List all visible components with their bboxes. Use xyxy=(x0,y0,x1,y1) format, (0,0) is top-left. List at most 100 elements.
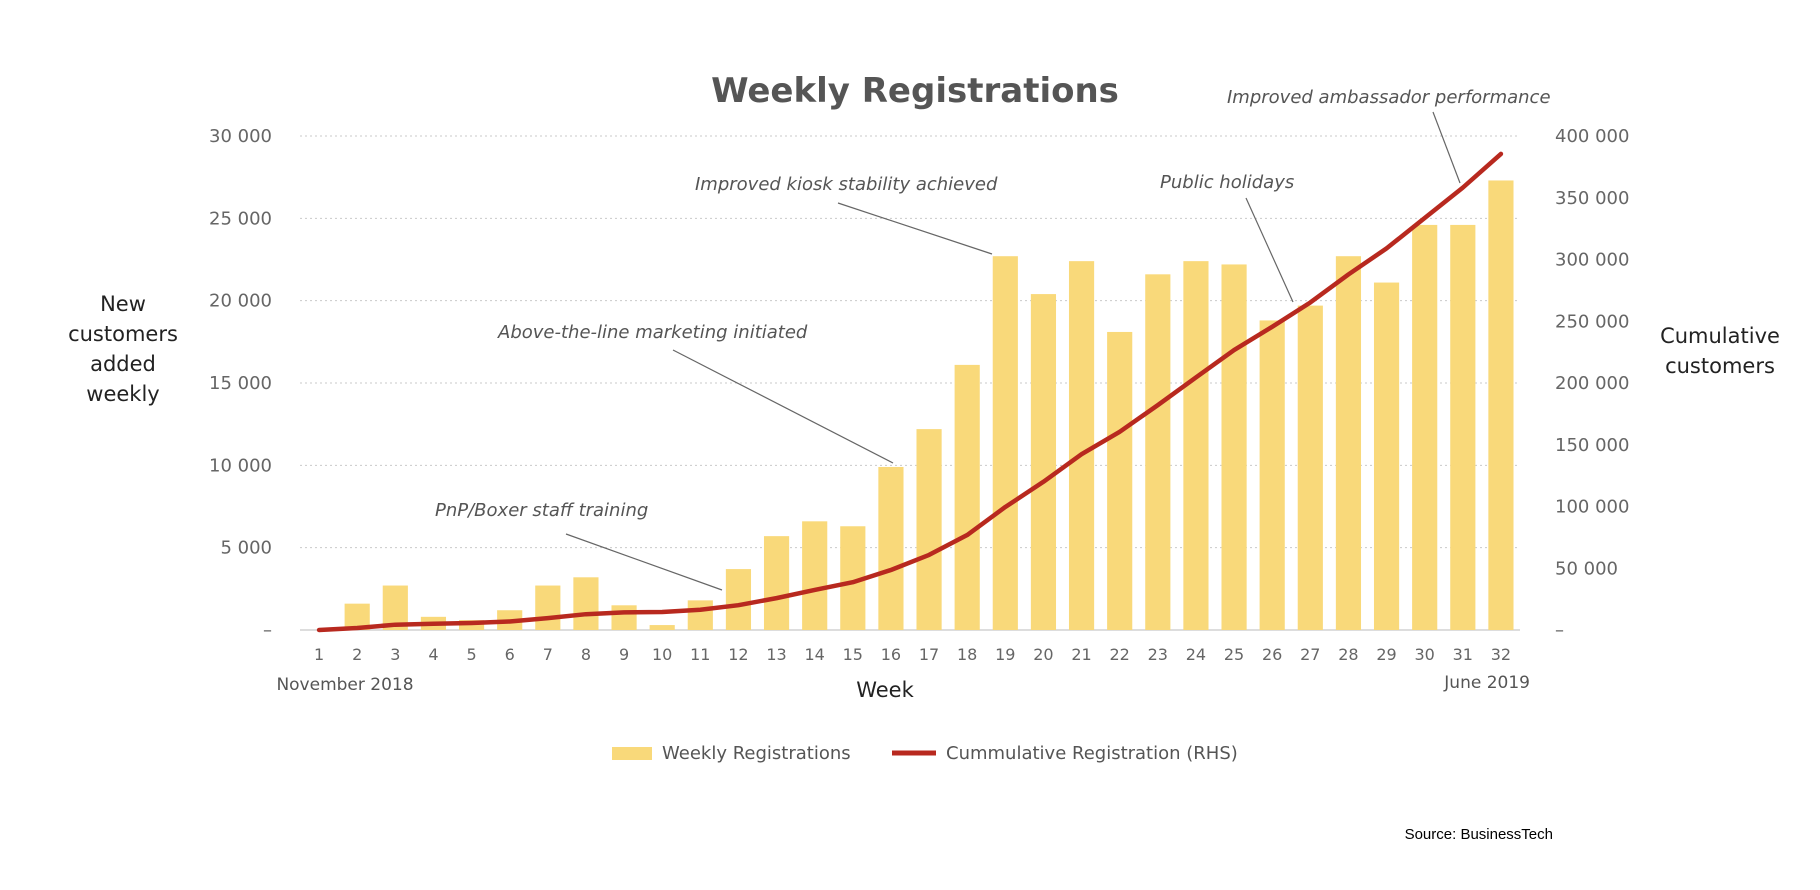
x-tick-label: 12 xyxy=(728,645,748,664)
x-tick-label: 27 xyxy=(1300,645,1320,664)
bar xyxy=(1221,264,1247,630)
x-tick-label: 18 xyxy=(957,645,977,664)
x-tick-label: 8 xyxy=(581,645,591,664)
annotation-leader xyxy=(672,349,894,464)
left-tick-label: 5 000 xyxy=(220,538,272,559)
bar xyxy=(1259,320,1285,630)
bar xyxy=(763,536,790,630)
x-tick-label: 1 xyxy=(314,645,324,664)
left-tick-label: 25 000 xyxy=(209,208,272,229)
axis-label-line: added xyxy=(90,352,156,376)
right-axis-ticks: – 50 000 100 000 150 000 200 000 250 000 300 0… xyxy=(1555,126,1629,641)
annotation-label: Above-the-line marketing initiated xyxy=(497,322,808,343)
bar xyxy=(1107,331,1133,630)
x-axis-label: Week xyxy=(856,678,914,702)
right-tick-label: 250 000 xyxy=(1555,311,1629,332)
x-tick-label: 26 xyxy=(1262,645,1282,664)
bar xyxy=(687,600,713,630)
bar xyxy=(1297,305,1323,630)
bar xyxy=(573,577,599,630)
bar xyxy=(916,429,942,630)
x-tick-label: 4 xyxy=(428,645,438,664)
bar xyxy=(1030,294,1057,630)
annotations: PnP/Boxer staff training Above-the-line m… xyxy=(435,87,1551,591)
x-tick-label: 13 xyxy=(766,645,786,664)
annotation-label: Improved kiosk stability achieved xyxy=(695,174,998,195)
left-tick-label: 20 000 xyxy=(209,291,272,312)
left-tick-label: 30 000 xyxy=(209,126,272,147)
annotation-label: Public holidays xyxy=(1160,172,1294,193)
y-axis-label-left: New customers added weekly xyxy=(68,292,178,406)
bar xyxy=(611,605,637,630)
x-tick-label: 25 xyxy=(1224,645,1244,664)
axis-label-line: New xyxy=(100,292,146,316)
x-tick-label: 23 xyxy=(1148,645,1168,664)
y-axis-label-right: Cumulative customers xyxy=(1660,324,1780,378)
bar xyxy=(1373,282,1400,630)
annotation-label: Improved ambassador performance xyxy=(1227,87,1551,108)
bar xyxy=(802,521,828,630)
bar xyxy=(992,256,1018,630)
x-tick-label: 6 xyxy=(505,645,515,664)
axis-label-line: customers xyxy=(68,322,178,346)
x-tick-label: 19 xyxy=(995,645,1015,664)
bar xyxy=(1145,274,1171,630)
right-tick-label: – xyxy=(1555,620,1564,641)
legend-bar-swatch xyxy=(612,747,652,760)
left-tick-label: 10 000 xyxy=(209,455,272,476)
bar xyxy=(1183,261,1209,630)
left-tick-label: 15 000 xyxy=(209,373,272,394)
x-tick-label: 15 xyxy=(843,645,863,664)
bar xyxy=(1488,180,1514,630)
x-start-label: November 2018 xyxy=(276,675,413,695)
right-tick-label: 50 000 xyxy=(1555,558,1618,579)
x-tick-label: 16 xyxy=(881,645,901,664)
annotation-leader xyxy=(837,202,993,255)
right-tick-label: 100 000 xyxy=(1555,497,1629,518)
x-tick-label: 17 xyxy=(919,645,939,664)
bar xyxy=(535,585,561,630)
x-tick-label: 14 xyxy=(805,645,825,664)
x-tick-label: 21 xyxy=(1071,645,1091,664)
x-tick-label: 10 xyxy=(652,645,672,664)
bar xyxy=(1450,224,1476,631)
right-tick-label: 150 000 xyxy=(1555,435,1629,456)
x-tick-label: 31 xyxy=(1453,645,1473,664)
source-note: Source: BusinessTech xyxy=(1405,826,1553,843)
x-tick-label: 3 xyxy=(390,645,400,664)
x-tick-label: 9 xyxy=(619,645,629,664)
right-tick-label: 400 000 xyxy=(1555,126,1629,147)
axis-label-line: customers xyxy=(1665,354,1775,378)
x-end-label: June 2019 xyxy=(1443,673,1530,693)
x-tick-label: 7 xyxy=(543,645,553,664)
right-tick-label: 200 000 xyxy=(1555,373,1629,394)
axis-label-line: weekly xyxy=(86,382,159,406)
x-tick-label: 20 xyxy=(1033,645,1053,664)
bar xyxy=(1412,224,1438,631)
bar xyxy=(1335,256,1362,630)
annotation-leader xyxy=(1432,111,1461,184)
bar xyxy=(878,466,904,630)
x-tick-label: 5 xyxy=(466,645,476,664)
legend: Weekly Registrations Cummulative Registr… xyxy=(612,743,1238,764)
x-tick-label: 2 xyxy=(352,645,362,664)
bar xyxy=(649,625,675,630)
x-tick-label: 28 xyxy=(1338,645,1358,664)
bar xyxy=(725,569,752,630)
chart-title: Weekly Registrations xyxy=(711,71,1119,111)
x-tick-label: 11 xyxy=(690,645,710,664)
line-series xyxy=(316,151,1504,633)
bar-series xyxy=(344,180,1514,631)
bar xyxy=(954,364,980,630)
axis-label-line: Cumulative xyxy=(1660,324,1780,348)
bar xyxy=(1068,261,1095,630)
cumulative-line xyxy=(316,151,1504,633)
x-tick-label: 24 xyxy=(1186,645,1206,664)
right-tick-label: 300 000 xyxy=(1555,250,1629,271)
annotation-leader xyxy=(1245,197,1294,303)
annotation-leader xyxy=(565,533,723,591)
x-tick-label: 22 xyxy=(1110,645,1130,664)
x-tick-label: 29 xyxy=(1376,645,1396,664)
